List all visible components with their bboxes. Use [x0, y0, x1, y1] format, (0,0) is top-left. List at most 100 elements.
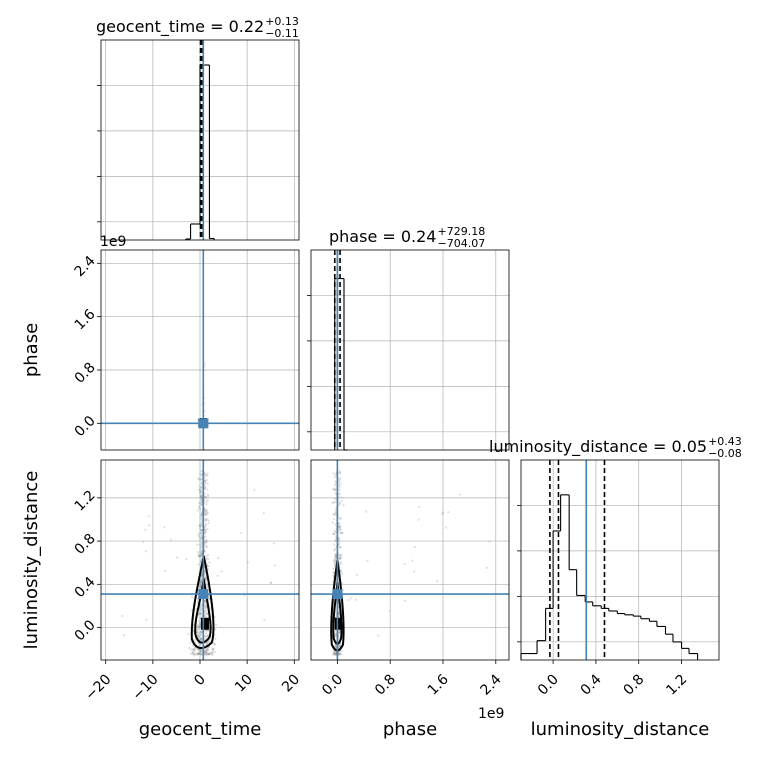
scatter-point — [340, 531, 343, 534]
xtick-label-geocent_time-4: 20 — [279, 672, 303, 696]
scatter-point — [213, 643, 216, 646]
scatter-point — [164, 569, 167, 573]
scatter-point — [197, 635, 200, 639]
labels-group: −20 −10 0 10 20 0.0 0.8 1.6 2.4 0.0 0.4 0.8 1.2 0.0 0.… — [21, 15, 742, 740]
title-phase: phase = 0.24 +729.18−704.07 — [329, 225, 485, 250]
scatter-point — [205, 496, 208, 499]
scatter-point — [200, 500, 203, 503]
scatter-point — [203, 473, 206, 476]
frame-luminosity-distance-vs-phase — [310, 459, 510, 661]
scatter-point — [197, 652, 201, 656]
scatter-point — [333, 497, 336, 500]
ytick-label-luminosity_distance-1: 0.4 — [72, 574, 99, 601]
scatter-point — [163, 526, 166, 529]
scatter-point — [200, 469, 203, 473]
scatter-point — [198, 624, 201, 627]
scatter-point — [204, 528, 207, 532]
scatter-point — [197, 533, 200, 536]
title-sub-phase: −704.07 — [437, 237, 485, 250]
scatter-point — [206, 493, 209, 496]
scatter-point — [377, 634, 380, 637]
scatter-point — [339, 482, 342, 485]
scatter-point — [334, 539, 337, 542]
scatter-point — [205, 641, 208, 645]
scatter-point — [196, 624, 199, 627]
scatter-point — [192, 630, 195, 633]
scatter-point — [203, 569, 206, 573]
scatter-point — [209, 652, 212, 655]
scatter-point — [204, 576, 207, 579]
scatter-point — [189, 641, 192, 644]
scatter-point — [121, 614, 124, 618]
scatter-point — [204, 615, 207, 618]
scatter-point — [333, 650, 336, 653]
scatter-point — [447, 511, 450, 514]
scatter-point — [197, 550, 200, 554]
title-text-phase: phase = 0.24 — [329, 227, 436, 246]
scatter-point — [204, 635, 207, 638]
scatter-point — [198, 626, 201, 629]
scatter-point — [338, 489, 341, 492]
scatter-point — [339, 545, 342, 548]
scatter-point — [204, 607, 207, 610]
scatter-point — [214, 643, 217, 646]
scatter-point — [212, 647, 215, 650]
scatter-point — [332, 513, 335, 516]
scatter-point — [204, 480, 207, 483]
scatter-point — [206, 510, 209, 514]
scatter-point — [332, 570, 335, 574]
scatter-point — [206, 612, 209, 616]
scatter-point — [211, 653, 214, 656]
scatter-point — [200, 514, 203, 517]
scatter-point — [199, 554, 202, 557]
scatter-point — [204, 479, 207, 482]
scatter-point — [204, 524, 207, 527]
scatter-point — [332, 653, 335, 656]
scatter-point — [198, 649, 201, 652]
scatter-point — [200, 577, 203, 580]
title-text-luminosity_distance: luminosity_distance = 0.05 — [489, 437, 707, 457]
scatter-point — [273, 564, 277, 567]
scatter-point — [269, 581, 273, 584]
scatter-point — [199, 516, 202, 519]
scatter-point — [200, 497, 203, 501]
scatter-point — [203, 650, 206, 653]
scatter-point — [198, 477, 201, 480]
scatter-point — [205, 540, 209, 543]
scatter-point — [340, 649, 343, 652]
scatter-point — [200, 529, 203, 532]
scatter-point — [196, 629, 199, 632]
scatter-point — [208, 598, 211, 601]
scatter-point — [338, 630, 341, 633]
scatter-point — [338, 629, 341, 632]
scatter-point — [333, 653, 336, 656]
scatter-point — [206, 488, 209, 492]
scatter-point — [192, 648, 195, 651]
scatter-point — [334, 554, 338, 557]
scatter-point — [339, 528, 342, 532]
scatter-point — [333, 487, 336, 490]
scatter-point — [199, 612, 202, 615]
scatter-point — [337, 536, 341, 539]
scatter-point — [200, 488, 203, 491]
scatter-point — [199, 633, 203, 636]
scatter-point — [204, 579, 207, 582]
scatter-point — [193, 649, 196, 652]
scatter-point — [205, 652, 208, 655]
scatter-point — [197, 612, 201, 615]
scatter-point — [144, 528, 147, 531]
scatter-point — [200, 518, 203, 521]
scatter-point — [200, 490, 203, 493]
contour-inner-ld-geocent — [194, 578, 212, 644]
scatter-point — [205, 649, 209, 652]
scatter-point — [200, 551, 203, 554]
scatter-point — [198, 505, 201, 508]
scatter-point — [193, 639, 196, 642]
scatter-point — [198, 652, 201, 655]
xtick-label-luminosity_distance-3: 1.2 — [663, 672, 690, 699]
scatter-point — [191, 644, 194, 647]
scatter-point — [334, 491, 337, 495]
scatter-point — [338, 527, 342, 530]
scatter-point — [253, 488, 256, 492]
scatter-point — [332, 574, 335, 577]
